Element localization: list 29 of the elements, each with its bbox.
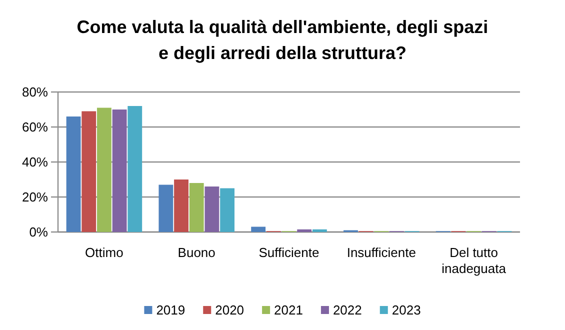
y-tick-label: 40% xyxy=(22,154,48,170)
bar xyxy=(128,106,142,232)
x-tick-label: Ottimo xyxy=(85,245,124,260)
bar xyxy=(66,116,81,232)
x-tick-label: Insufficiente xyxy=(346,245,416,260)
x-tick-label: Buono xyxy=(178,245,216,260)
x-tick-label: Del tutto inadeguata xyxy=(442,245,507,276)
y-tick-label: 80% xyxy=(22,84,48,100)
bar xyxy=(220,188,234,232)
bar xyxy=(297,229,312,232)
bar xyxy=(204,186,220,232)
legend-label: 2019 xyxy=(156,302,186,318)
y-tick-label: 0% xyxy=(29,224,48,240)
bar xyxy=(174,180,188,232)
legend-label: 2021 xyxy=(274,302,303,318)
bar xyxy=(189,183,204,232)
chart-title: Come valuta la qualità dell'ambiente, degli spazi e degli arredi della struttura? xyxy=(76,17,488,63)
bar xyxy=(312,229,327,232)
legend-label: 2023 xyxy=(392,302,421,318)
bar xyxy=(112,110,127,232)
y-tick-label: 20% xyxy=(22,190,48,205)
y-tick-label: 60% xyxy=(22,120,48,135)
bar xyxy=(82,111,96,232)
bar xyxy=(158,184,174,232)
bar xyxy=(251,226,266,232)
bar xyxy=(96,108,112,232)
legend-label: 2020 xyxy=(215,302,244,318)
legend-label: 2022 xyxy=(332,302,362,318)
x-tick-label: Sufficiente xyxy=(258,245,320,260)
